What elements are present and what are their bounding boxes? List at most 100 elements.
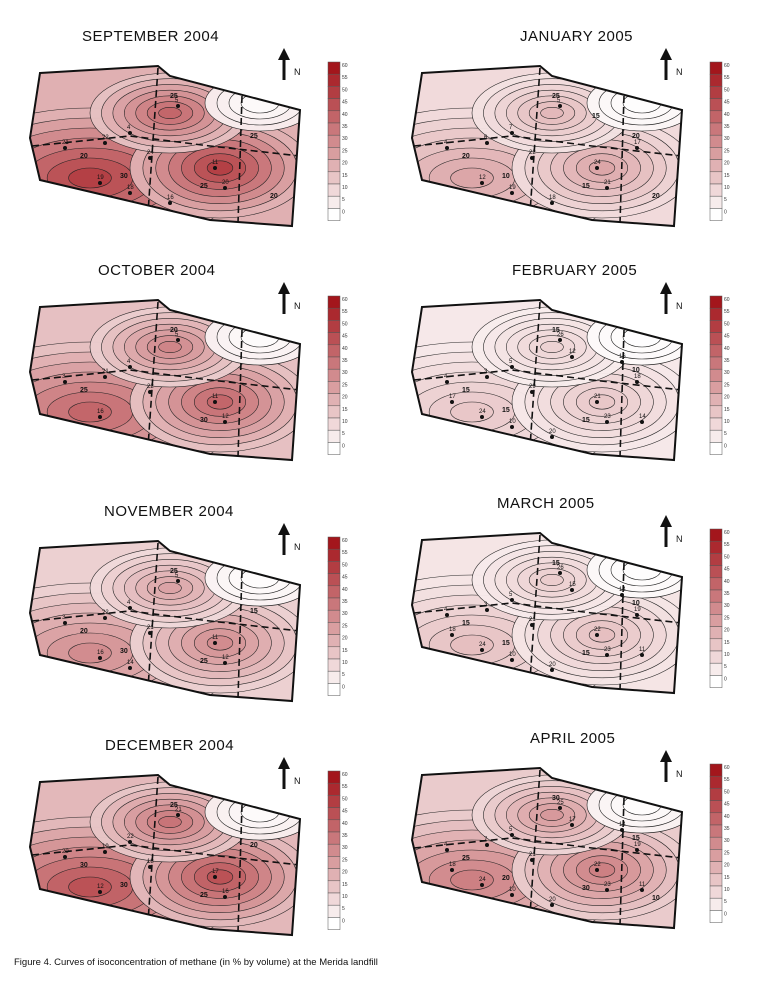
legend-swatch <box>327 536 341 550</box>
legend-tick-label: 50 <box>342 796 348 802</box>
isoconcentration-line <box>206 869 234 885</box>
north-label: N <box>676 769 683 779</box>
isoconcentration-line <box>588 160 616 176</box>
well-label: 16 <box>97 409 104 415</box>
panel-title: SEPTEMBER 2004 <box>82 28 220 45</box>
legend-swatch <box>327 892 341 906</box>
contour-value-label: 15 <box>582 417 590 424</box>
well-label: 22 <box>102 610 109 616</box>
well-label: 12 <box>222 655 229 661</box>
legend-tick-label: 30 <box>342 611 348 617</box>
well-label: 16 <box>222 889 229 895</box>
landfill-boundary <box>410 531 684 695</box>
contour-value-label: 10 <box>632 367 640 374</box>
legend-swatch <box>327 683 341 696</box>
well-point <box>485 843 489 847</box>
legend-swatch <box>327 61 341 75</box>
well-label: 5 <box>509 827 513 833</box>
legend-tick-label: 10 <box>342 894 348 900</box>
well-label: 24 <box>479 409 486 415</box>
well-point <box>63 380 67 384</box>
legend-tick-label: 0 <box>724 911 727 917</box>
legend-swatch <box>327 344 341 358</box>
well-point <box>103 375 107 379</box>
well-label: 4 <box>444 140 448 146</box>
legend-swatch <box>709 368 723 382</box>
legend-swatch <box>327 646 341 660</box>
legend-swatch <box>327 159 341 173</box>
well-point <box>570 355 574 359</box>
legend-swatch <box>327 417 341 431</box>
well-point <box>485 375 489 379</box>
legend-swatch <box>709 565 723 579</box>
well-label: 7 <box>509 125 513 131</box>
legend-swatch <box>327 622 341 635</box>
well-label: 5 <box>175 573 179 579</box>
legend-tick-label: 40 <box>724 814 730 820</box>
legend-tick-label: 50 <box>342 562 348 568</box>
well-point <box>63 621 67 625</box>
legend-tick-label: 0 <box>342 443 345 449</box>
well-point <box>640 653 644 657</box>
contour-value-label: 15 <box>582 183 590 190</box>
well-point <box>450 868 454 872</box>
legend-tick-label: 40 <box>342 346 348 352</box>
legend-swatch <box>327 807 341 821</box>
well-label: 17 <box>449 394 456 400</box>
well-label: 18 <box>449 627 456 633</box>
north-label: N <box>294 67 301 77</box>
legend-swatch <box>327 381 341 394</box>
legend-swatch <box>327 171 341 185</box>
legend-swatch <box>709 897 723 911</box>
section-line <box>237 804 243 933</box>
legend-swatch <box>709 442 723 455</box>
well-point <box>635 848 639 852</box>
north-label: N <box>676 534 683 544</box>
section-line <box>413 837 682 859</box>
legend-swatch <box>709 73 723 87</box>
well-label: 4 <box>127 600 131 606</box>
well-label: 20 <box>62 849 69 855</box>
well-label: 11 <box>212 394 219 400</box>
legend-swatch <box>327 356 341 370</box>
well-point <box>620 593 624 597</box>
isoconcentration-line <box>450 401 494 423</box>
well-point <box>148 631 152 635</box>
well-point <box>485 141 489 145</box>
well-point <box>450 633 454 637</box>
well-label: 15 <box>569 582 576 588</box>
isoconcentration-line <box>540 340 564 354</box>
legend-swatch <box>709 208 723 221</box>
legend-swatch <box>709 662 723 676</box>
well-point <box>570 823 574 827</box>
well-point <box>605 888 609 892</box>
well-point <box>550 903 554 907</box>
landfill-boundary <box>28 539 302 703</box>
north-arrow-icon <box>278 282 290 294</box>
contour-value-label: 15 <box>582 650 590 657</box>
legend-swatch <box>709 307 723 321</box>
contour-value-label: 20 <box>632 133 640 140</box>
isoconcentration-line <box>588 394 616 410</box>
well-point <box>148 390 152 394</box>
legend-tick-label: 10 <box>724 419 730 425</box>
well-point <box>63 146 67 150</box>
legend-tick-label: 50 <box>342 321 348 327</box>
section-line <box>619 562 625 691</box>
legend-tick-label: 35 <box>342 124 348 130</box>
well-label: 5 <box>509 592 513 598</box>
legend-swatch <box>709 171 723 185</box>
section-line <box>529 534 541 681</box>
well-point <box>635 613 639 617</box>
well-label: 3 <box>484 602 488 608</box>
legend-tick-label: 45 <box>724 334 730 340</box>
well-label: 14 <box>619 587 626 593</box>
well-point <box>148 865 152 869</box>
legend-swatch <box>327 585 341 599</box>
legend-swatch <box>327 320 341 333</box>
well-point <box>550 435 554 439</box>
well-point <box>480 883 484 887</box>
isoconcentration-line <box>450 634 494 656</box>
legend-swatch <box>709 405 723 419</box>
legend-swatch <box>709 800 723 814</box>
